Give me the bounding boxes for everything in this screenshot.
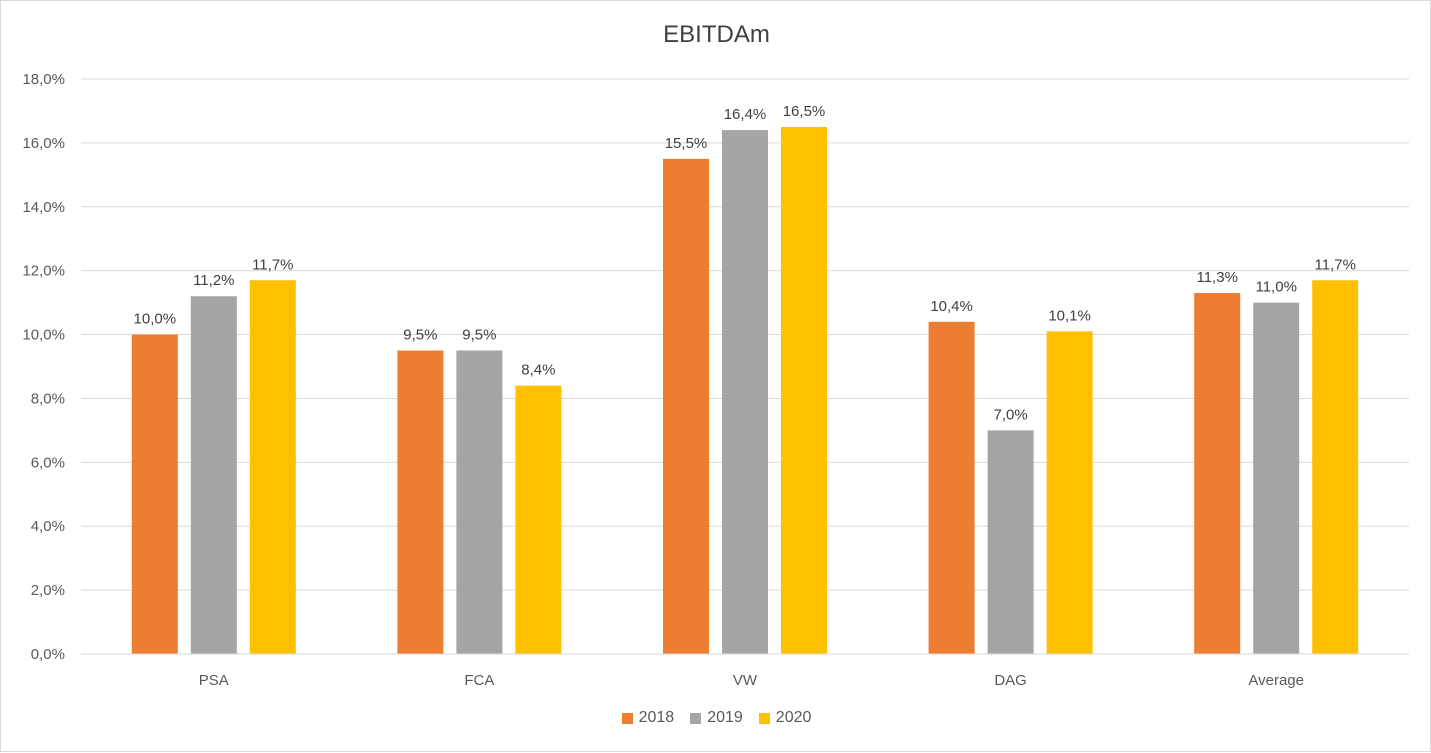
- chart-title: EBITDAm: [663, 21, 770, 48]
- data-label: 7,0%: [993, 406, 1027, 423]
- bar-2019-dag: [987, 430, 1034, 654]
- bar-2020-vw: [781, 126, 827, 654]
- x-tick-label: DAG: [994, 672, 1027, 689]
- y-tick-label: 2,0%: [31, 582, 65, 599]
- bar-2018-vw: [663, 158, 709, 654]
- bar-2019-average: [1253, 302, 1300, 654]
- bar-2018-dag: [928, 321, 975, 654]
- data-label: 9,5%: [462, 327, 496, 344]
- bar-2018-fca: [397, 350, 444, 654]
- legend-item-2019: 2019: [690, 709, 743, 727]
- legend-label: 2019: [707, 709, 743, 726]
- bar-2019-psa: [190, 296, 237, 654]
- x-tick-label: PSA: [199, 672, 229, 689]
- bar-2020-average: [1312, 280, 1359, 654]
- bar-2020-fca: [515, 385, 562, 654]
- data-label: 10,4%: [930, 298, 973, 315]
- y-tick-label: 8,0%: [31, 390, 65, 407]
- data-label: 11,0%: [1255, 279, 1296, 296]
- data-label: 10,0%: [134, 311, 177, 328]
- legend-label: 2020: [775, 709, 812, 726]
- data-label: 9,5%: [403, 327, 437, 344]
- legend-item-2018: 2018: [621, 709, 675, 727]
- chart-legend: 2018 2019 2020: [1, 709, 1431, 727]
- data-label: 16,4%: [724, 106, 767, 123]
- data-label: 15,5%: [665, 135, 708, 152]
- data-label: 11,7%: [1314, 256, 1355, 273]
- bar-2019-vw: [722, 130, 768, 655]
- y-tick-label: 14,0%: [22, 199, 65, 216]
- legend-swatch: [690, 712, 702, 724]
- bar-2020-psa: [249, 280, 296, 654]
- legend-swatch: [758, 712, 770, 724]
- bar-2018-average: [1194, 293, 1241, 654]
- data-label: 10,1%: [1048, 307, 1091, 324]
- y-tick-label: 6,0%: [31, 454, 65, 471]
- y-tick-label: 18,0%: [22, 71, 65, 88]
- y-tick-label: 16,0%: [22, 135, 65, 152]
- legend-item-2020: 2020: [758, 709, 812, 727]
- x-tick-label: Average: [1248, 672, 1304, 689]
- x-tick-label: VW: [733, 672, 758, 689]
- legend-label: 2018: [638, 709, 675, 726]
- data-label: 16,5%: [783, 103, 826, 120]
- legend-swatch: [621, 712, 633, 724]
- y-tick-label: 4,0%: [31, 518, 65, 535]
- bar-2019-fca: [456, 350, 503, 654]
- y-tick-label: 10,0%: [22, 327, 65, 344]
- bar-2018-psa: [131, 334, 178, 654]
- x-tick-label: FCA: [464, 672, 494, 689]
- data-label: 11,3%: [1196, 269, 1237, 286]
- data-label: 11,7%: [252, 256, 293, 273]
- y-tick-label: 0,0%: [31, 646, 65, 663]
- data-label: 11,2%: [193, 272, 234, 289]
- y-tick-label: 12,0%: [22, 263, 65, 280]
- bar-2020-dag: [1046, 331, 1093, 654]
- data-label: 8,4%: [521, 362, 555, 379]
